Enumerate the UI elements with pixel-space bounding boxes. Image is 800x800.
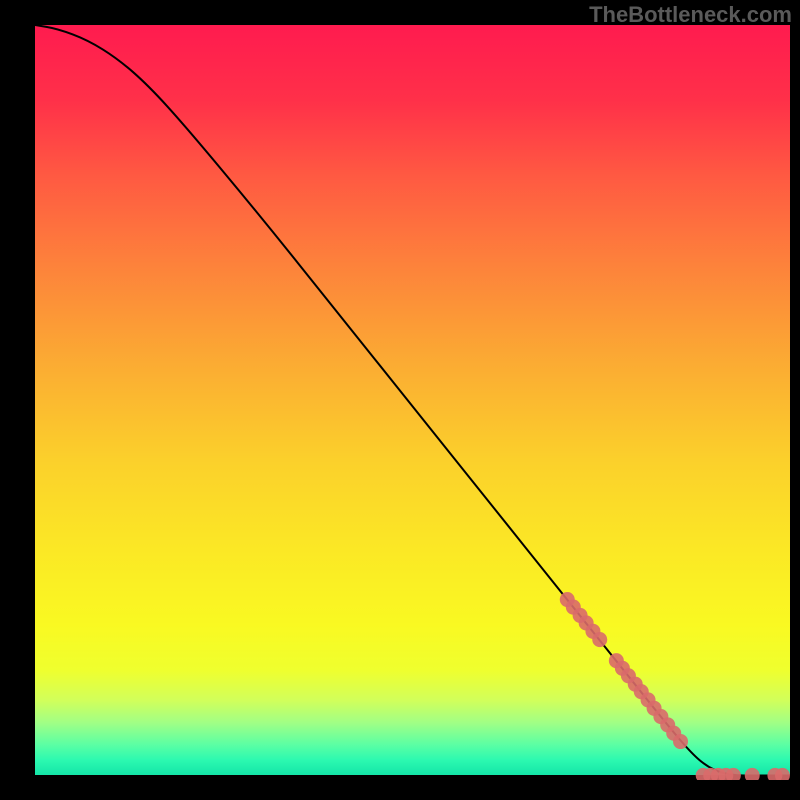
data-markers	[560, 592, 790, 780]
data-marker	[673, 734, 688, 749]
data-marker	[592, 632, 607, 647]
data-marker	[745, 768, 760, 780]
watermark-text: TheBottleneck.com	[589, 2, 792, 28]
chart-container: TheBottleneck.com	[0, 0, 800, 800]
curve-overlay	[35, 25, 790, 780]
bottleneck-curve	[35, 25, 790, 775]
watermark-label: TheBottleneck.com	[589, 2, 792, 27]
plot-area	[35, 25, 790, 775]
